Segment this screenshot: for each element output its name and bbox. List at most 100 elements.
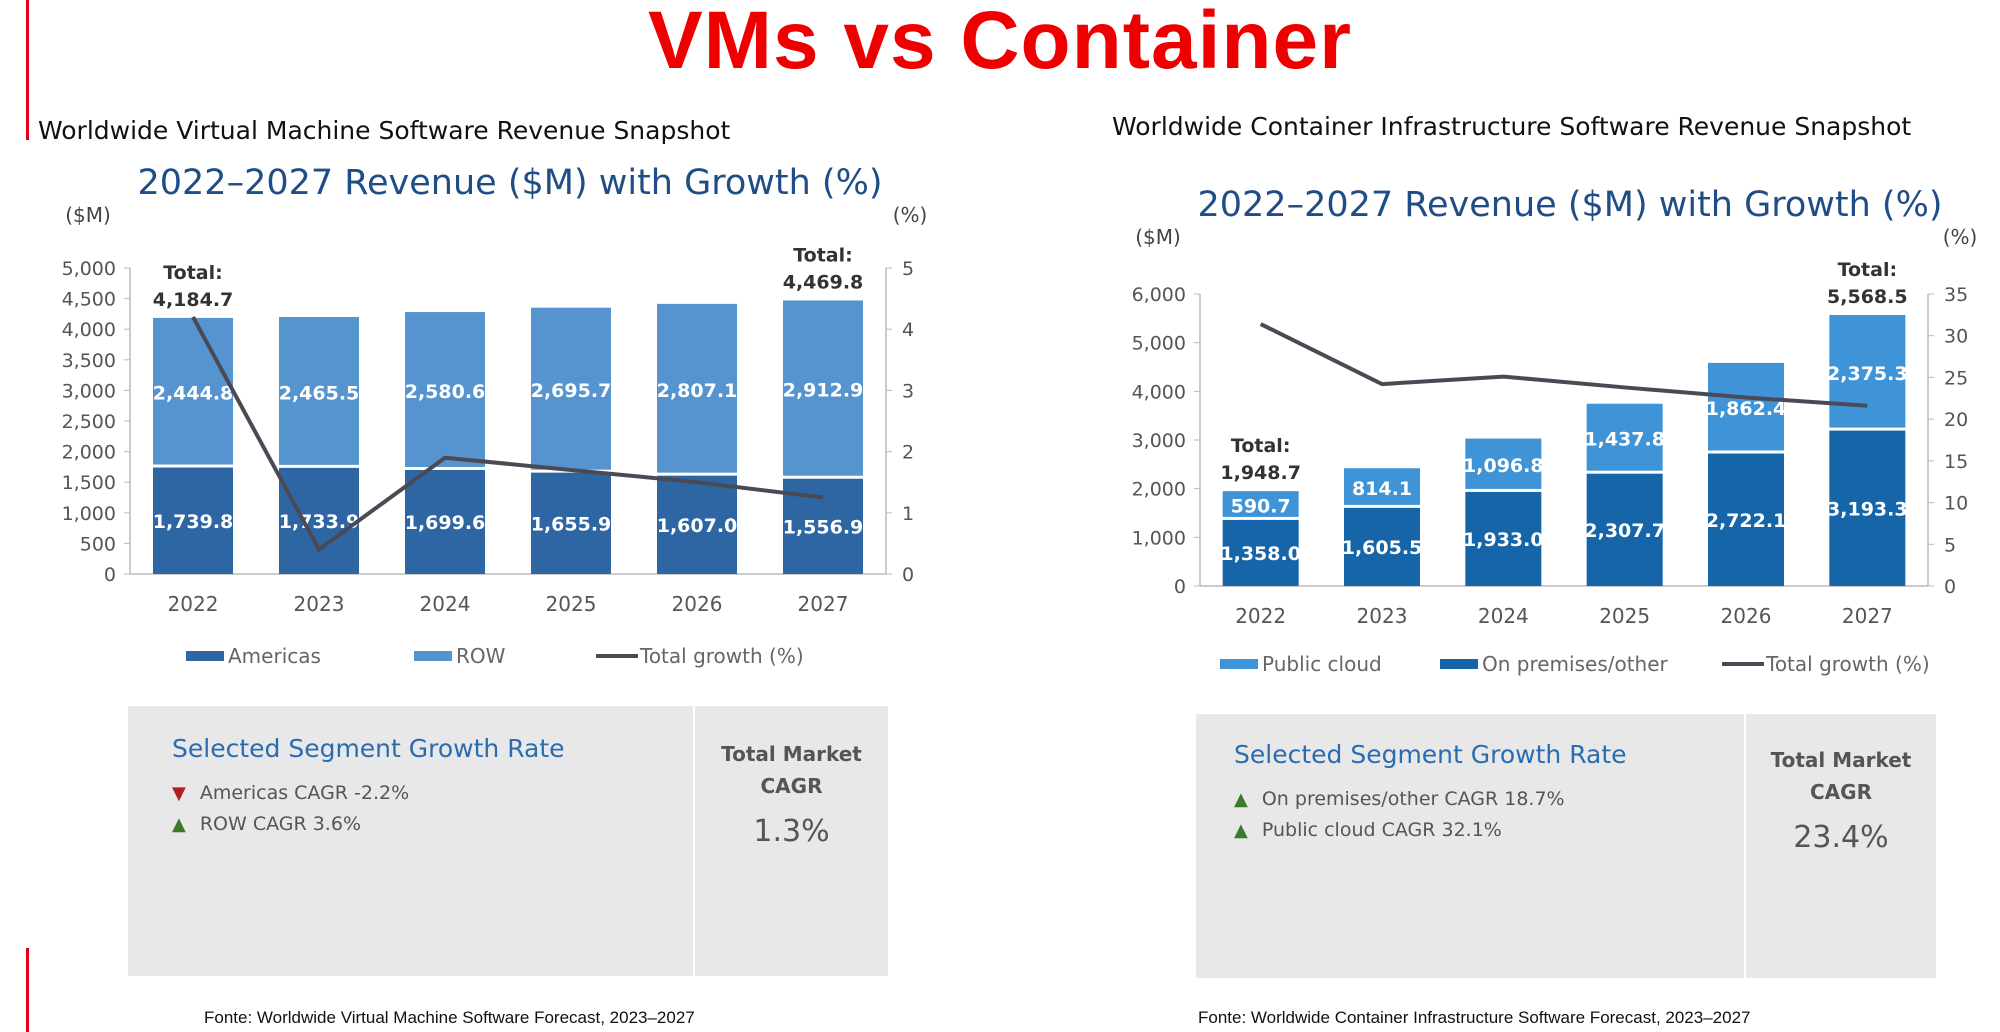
ct-y-tick-label: 0: [1174, 576, 1186, 598]
vm-cagr-value: 1.3%: [753, 814, 830, 849]
vm-bar-row: [531, 307, 611, 470]
ct-x-tick-label: 2025: [1599, 604, 1650, 628]
container-snapshot-title: Worldwide Container Infrastructure Softw…: [1112, 112, 1912, 141]
vm-y2-tick-label: 2: [902, 442, 914, 464]
ct-y-tick-label: 6,000: [1132, 284, 1186, 306]
vm-y-tick-label: 2,000: [62, 442, 116, 464]
ct-bar-public-cloud: [1829, 314, 1906, 428]
container-segment-item-cloud: ▲ Public cloud CAGR 32.1%: [1234, 819, 1502, 841]
ct-bar-on-premises-other: [1465, 491, 1542, 586]
ct-y2-tick-label: 25: [1944, 367, 1968, 389]
vm-y2-tick-label: 5: [902, 258, 914, 280]
vm-bar-americas: [657, 475, 737, 574]
up-triangle-icon: ▲: [1234, 820, 1248, 841]
vm-legend-swatch: [414, 651, 452, 661]
container-cagr-label: Total Market CAGR: [1746, 744, 1936, 808]
ct-y-tick-label: 5,000: [1132, 333, 1186, 355]
vm-segment-item-americas: ▼ Americas CAGR -2.2%: [172, 782, 409, 804]
vm-y-axis-unit: ($M): [65, 203, 111, 227]
ct-x-tick-label: 2027: [1842, 604, 1893, 628]
container-segment-title: Selected Segment Growth Rate: [1234, 740, 1627, 769]
container-segment-item-text: On premises/other CAGR 18.7%: [1261, 788, 1565, 810]
vm-bar-label: 2,580.6: [405, 381, 486, 403]
page-title: VMs vs Container: [647, 0, 1353, 86]
ct-bar-label: 1,862.4: [1706, 398, 1787, 420]
vm-x-tick-label: 2022: [168, 592, 219, 616]
vm-bar-label: 2,465.5: [279, 382, 360, 404]
vm-bar-label: 1,655.9: [531, 513, 612, 535]
ct-legend-swatch: [1440, 659, 1478, 669]
vm-bar-label: 1,607.0: [657, 515, 738, 537]
vm-segment-title: Selected Segment Growth Rate: [172, 734, 565, 763]
ct-bar-label: 2,307.7: [1584, 520, 1665, 542]
ct-x-tick-label: 2024: [1478, 604, 1529, 628]
vm-growth-line: [191, 316, 824, 552]
vm-total-value: 4,469.8: [783, 271, 864, 293]
down-triangle-icon: ▼: [172, 783, 186, 804]
ct-bar-on-premises-other: [1344, 507, 1420, 586]
vm-y2-tick-label: 4: [902, 319, 914, 341]
ct-bar-label: 590.7: [1231, 496, 1291, 518]
vm-x-tick-label: 2024: [420, 592, 471, 616]
vm-legend-label: ROW: [456, 644, 506, 668]
ct-bar-label: 3,193.3: [1827, 498, 1908, 520]
ct-bar-label: 1,437.8: [1584, 429, 1665, 451]
vm-y-tick-label: 3,000: [62, 380, 116, 402]
vm-cagr-label-line1: Total Market: [721, 742, 862, 766]
vm-segment-item-row: ▲ ROW CAGR 3.6%: [172, 813, 361, 835]
vm-bar-americas: [279, 467, 359, 574]
ct-bar-public-cloud: [1708, 362, 1784, 451]
vm-bar-americas: [405, 469, 485, 574]
vm-y-tick-label: 5,000: [62, 258, 116, 280]
ct-y2-tick-label: 10: [1944, 493, 1968, 515]
vm-legend-label: Americas: [228, 644, 321, 668]
ct-legend-label: On premises/other: [1482, 652, 1669, 676]
vm-bar-row: [405, 312, 485, 467]
vm-y-tick-label: 3,500: [62, 350, 116, 372]
container-cagr-label-line1: Total Market: [1770, 748, 1912, 772]
vm-bar-row: [783, 300, 863, 476]
ct-y2-axis-unit: (%): [1943, 225, 1978, 249]
vm-cagr-label-line2: CAGR: [760, 774, 823, 798]
vm-y-tick-label: 2,500: [62, 411, 116, 433]
vm-segment-item-text: Americas CAGR -2.2%: [199, 782, 410, 804]
container-cagr-value: 23.4%: [1793, 820, 1889, 855]
vm-bar-label: 1,699.6: [405, 512, 486, 534]
vm-bar-label: 1,739.8: [153, 511, 234, 533]
ct-legend-label: Public cloud: [1262, 652, 1382, 676]
up-triangle-icon: ▲: [1234, 789, 1248, 810]
vm-bar-americas: [153, 467, 233, 574]
ct-y-tick-label: 2,000: [1132, 479, 1186, 501]
vm-y-tick-label: 500: [80, 533, 116, 555]
vm-bar-label: 2,695.7: [531, 380, 612, 402]
vm-bar-label: 2,912.9: [783, 380, 864, 402]
vm-x-tick-label: 2026: [672, 592, 723, 616]
vm-legend-label: Total growth (%): [639, 644, 804, 668]
vm-bar-label: 2,807.1: [657, 380, 738, 402]
ct-x-tick-label: 2023: [1357, 604, 1408, 628]
vm-y-tick-label: 1,000: [62, 503, 116, 525]
vm-bar-label: 2,444.8: [153, 383, 234, 405]
vm-y-tick-label: 4,500: [62, 289, 116, 311]
vm-bar-row: [153, 317, 233, 465]
ct-y2-tick-label: 5: [1944, 534, 1956, 556]
vm-y-tick-label: 0: [104, 564, 116, 586]
ct-growth-line: [1259, 322, 1868, 408]
vm-x-tick-label: 2023: [294, 592, 345, 616]
vm-y-tick-label: 1,500: [62, 472, 116, 494]
container-cagr-label-line2: CAGR: [1810, 780, 1872, 804]
container-segment-box: Selected Segment Growth Rate ▲ On premise…: [1196, 714, 1936, 978]
vm-y2-tick-label: 0: [902, 564, 914, 586]
left-accent-rule-top: [26, 0, 29, 140]
vm-bar-label: 1,556.9: [783, 516, 864, 538]
vm-source: Fonte: Worldwide Virtual Machine Softwar…: [204, 1008, 695, 1027]
ct-y2-tick-label: 15: [1944, 451, 1968, 473]
vm-segment-item-text: ROW CAGR 3.6%: [199, 813, 361, 835]
vm-legend-swatch: [186, 651, 224, 661]
vm-x-tick-label: 2027: [798, 592, 849, 616]
vm-total-caption: Total:: [163, 262, 223, 284]
container-revenue-chart: 2022–2027 Revenue ($M) with Growth (%) ($…: [1132, 185, 1978, 676]
container-segment-divider: [1744, 714, 1746, 978]
ct-legend-label: Total growth (%): [1765, 652, 1930, 676]
vm-snapshot-title: Worldwide Virtual Machine Software Reven…: [38, 116, 731, 145]
